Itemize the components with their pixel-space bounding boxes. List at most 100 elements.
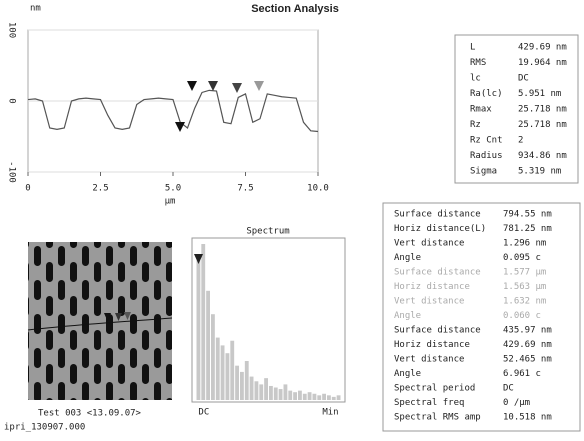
measure-label: Surface distance [394, 268, 481, 278]
spectrum-bar [230, 340, 235, 400]
spectrum-bar [240, 371, 244, 400]
spectrum-bar [293, 392, 297, 400]
section-line [27, 317, 173, 331]
spectrum-bar [215, 337, 220, 400]
stat-label: RMS [470, 58, 486, 68]
image-cursor [124, 312, 131, 320]
x-tick-label: 10.0 [307, 184, 329, 194]
measure-label: Surface distance [394, 326, 481, 336]
measure-value: 1.563 µm [503, 282, 546, 292]
stat-value: 19.964 nm [518, 58, 567, 68]
stat-value: 5.319 nm [518, 167, 561, 177]
image-filename: ipri_130907.000 [4, 423, 85, 433]
measure-value: 1.296 nm [503, 239, 546, 249]
spectrum-cursor [194, 254, 203, 264]
measure-value: 10.518 nm [503, 413, 552, 423]
y-tick-label: 0 [7, 98, 17, 103]
measure-value: 0.060 c [503, 311, 541, 321]
spectrum-bar [235, 365, 239, 400]
spectrum-bar [225, 353, 230, 400]
y-axis-label: nm [30, 4, 41, 14]
chart-title: Section Analysis [251, 3, 339, 15]
measure-label: Spectral RMS amp [394, 413, 481, 423]
measure-value: 435.97 nm [503, 326, 552, 336]
stat-label: L [470, 43, 475, 53]
stat-label: Rz [470, 120, 481, 130]
spectrum-bar [322, 393, 326, 400]
measure-label: Spectral freq [394, 398, 464, 408]
spectrum-title: Spectrum [246, 227, 289, 237]
spectrum-bar [331, 396, 336, 400]
spectrum-bar [264, 378, 268, 400]
measure-label: Spectral period [394, 384, 475, 394]
spectrum-bar [317, 395, 322, 400]
spectrum-bar [211, 314, 215, 400]
afm-features [28, 242, 172, 400]
stat-label: lc [470, 74, 481, 84]
measure-panel [382, 202, 581, 432]
spectrum-bar [273, 387, 278, 400]
measure-label: Angle [394, 369, 421, 379]
y-tick-label: -100 [7, 161, 17, 183]
stat-value: 25.718 nm [518, 105, 567, 115]
measure-value: 0.095 c [503, 253, 541, 263]
stats-panel [454, 34, 579, 184]
spectrum-bar [269, 385, 273, 400]
stat-value: DC [518, 74, 529, 84]
spectrum-bar [244, 361, 249, 400]
spectrum-bar [254, 381, 259, 400]
spectrum-bar [298, 390, 302, 400]
y-tick-label: 100 [7, 22, 17, 38]
measure-label: Horiz distance [394, 282, 470, 292]
measure-value: 781.25 nm [503, 224, 552, 234]
measure-label: Angle [394, 253, 421, 263]
x-tick-label: 0 [25, 184, 30, 194]
measure-value: 1.577 µm [503, 268, 546, 278]
cursors [175, 81, 264, 132]
measure-value: 1.632 nm [503, 297, 546, 307]
x-tick-label: DC [198, 408, 209, 418]
spectrum-bar [206, 290, 210, 400]
spectrum-bar [259, 384, 264, 400]
profile-line [27, 89, 319, 133]
measure-value: 429.69 nm [503, 340, 552, 350]
measure-value: 0 /µm [503, 398, 530, 408]
stat-label: Ra(lc) [470, 89, 503, 99]
measure-label: Vert distance [394, 297, 464, 307]
stats-table: L 429.69 nm RMS 19.964 nm lc DC Ra(lc) 5.951 nm… [470, 43, 567, 177]
stat-value: 2 [518, 136, 523, 146]
spectrum-bar [302, 393, 307, 400]
spectrum-bar [201, 244, 206, 400]
spectrum-bar [249, 376, 254, 400]
x-tick-label: 5.0 [165, 184, 181, 194]
spectrum-panel [191, 237, 346, 403]
profile-chart: -100 0 100 0 2.5 5.0 7.5 10.0 [7, 22, 329, 194]
spectrum-bar [283, 384, 288, 400]
spectrum-chart: DC Min [196, 244, 341, 418]
stat-value: 5.951 nm [518, 89, 561, 99]
image-caption: Test 003 <13.09.07> [38, 409, 142, 419]
measure-value: 52.465 nm [503, 355, 552, 365]
measure-value: 794.55 nm [503, 210, 552, 220]
x-tick-label: Min [322, 408, 338, 418]
stat-label: Sigma [470, 167, 497, 177]
spectrum-bar [312, 393, 317, 400]
spectrum-bar [336, 395, 341, 400]
stat-label: Rz Cnt [470, 136, 503, 146]
measure-label: Vert distance [394, 355, 464, 365]
image-cursor [115, 313, 122, 321]
stat-value: 934.86 nm [518, 151, 567, 161]
spectrum-bar [327, 395, 331, 400]
image-cursor [104, 313, 111, 321]
spectrum-bar [288, 390, 293, 400]
spectrum-bar [307, 392, 312, 400]
stat-value: 429.69 nm [518, 43, 567, 53]
x-tick-label: 2.5 [92, 184, 108, 194]
stat-value: 25.718 nm [518, 120, 567, 130]
measure-label: Horiz distance(L) [394, 224, 486, 234]
x-axis-label: µm [165, 197, 176, 207]
measure-label: Surface distance [394, 210, 481, 220]
x-tick-label: 7.5 [237, 184, 253, 194]
measure-label: Horiz distance [394, 340, 470, 350]
